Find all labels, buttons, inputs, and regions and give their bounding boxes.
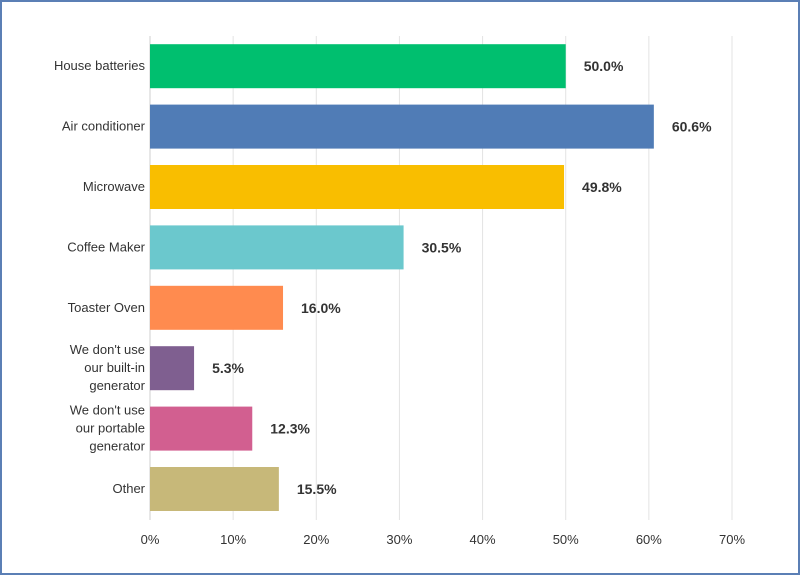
category-label: Toaster Oven [68, 300, 145, 315]
x-tick-label: 0% [141, 532, 160, 547]
category-label-line: Air conditioner [62, 119, 146, 134]
bar [150, 225, 404, 270]
bar [150, 406, 253, 451]
category-label-line: Other [112, 481, 145, 496]
bar [150, 467, 279, 511]
category-label-line: our built-in [84, 360, 145, 375]
category-label-line: We don't use [70, 342, 145, 357]
category-label: We don't use our built-in generator [70, 342, 146, 393]
category-label: House batteries [54, 58, 146, 73]
x-tick-label: 10% [220, 532, 246, 547]
bar [150, 44, 566, 89]
category-label-line: Microwave [83, 179, 145, 194]
category-label: Other [112, 481, 145, 496]
x-tick-label: 20% [303, 532, 329, 547]
category-label-line: generator [89, 378, 145, 393]
category-label-line: House batteries [54, 58, 146, 73]
data-label: 5.3% [212, 360, 244, 376]
data-label: 50.0% [584, 58, 624, 74]
category-label: Coffee Maker [67, 239, 145, 254]
data-label: 49.8% [582, 179, 622, 195]
category-label: Air conditioner [62, 119, 146, 134]
bar [150, 165, 565, 209]
category-label-line: We don't use [70, 403, 145, 418]
x-tick-label: 50% [553, 532, 579, 547]
category-label-line: Coffee Maker [67, 239, 145, 254]
bar [150, 346, 195, 391]
data-label: 30.5% [422, 239, 462, 255]
data-label: 15.5% [297, 481, 337, 497]
x-tick-label: 40% [470, 532, 496, 547]
data-label: 60.6% [672, 119, 712, 135]
x-tick-label: 70% [719, 532, 745, 547]
data-label: 16.0% [301, 300, 341, 316]
category-label-line: generator [89, 439, 145, 454]
data-label: 12.3% [270, 421, 310, 437]
x-tick-label: 30% [386, 532, 412, 547]
category-label: We don't use our portable generator [70, 403, 146, 454]
category-label-line: Toaster Oven [68, 300, 145, 315]
x-tick-label: 60% [636, 532, 662, 547]
bar [150, 104, 654, 149]
bar [150, 285, 284, 330]
category-label-line: our portable [76, 421, 145, 436]
category-label: Microwave [83, 179, 145, 194]
